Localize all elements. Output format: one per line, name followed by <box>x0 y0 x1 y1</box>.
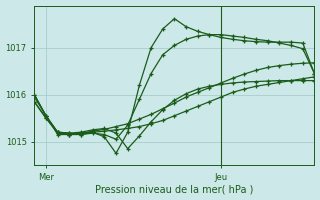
X-axis label: Pression niveau de la mer( hPa ): Pression niveau de la mer( hPa ) <box>95 184 253 194</box>
